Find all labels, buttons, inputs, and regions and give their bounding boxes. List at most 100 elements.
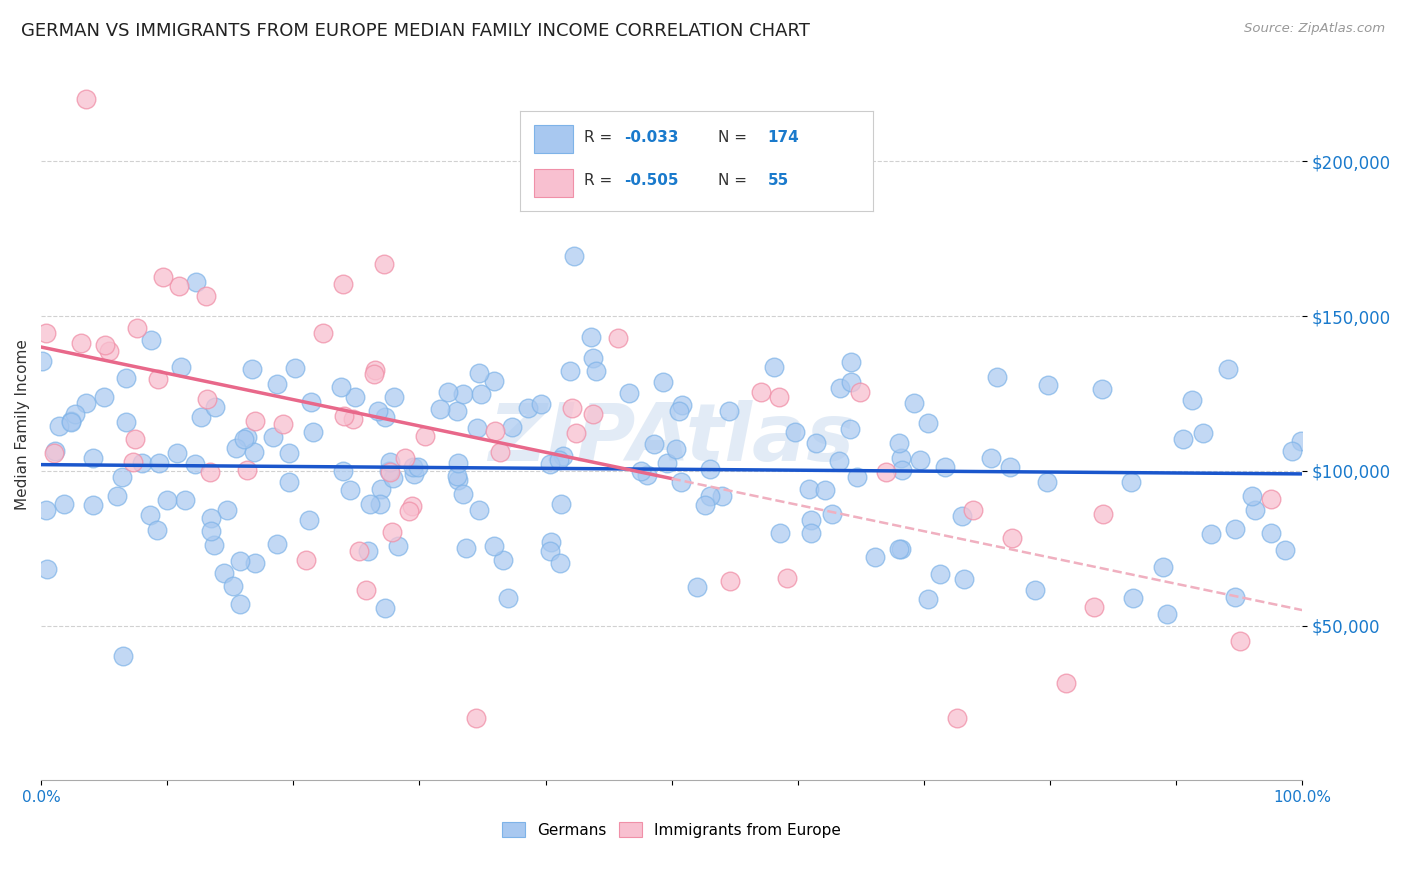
Germans [380, 455, 402, 469]
Germans [65, 408, 87, 422]
Immigrants from Europe [488, 445, 510, 459]
Germans [814, 483, 837, 497]
Germans [284, 360, 307, 375]
Text: ZIPAtlas: ZIPAtlas [488, 400, 855, 477]
Immigrants from Europe [768, 390, 790, 404]
Immigrants from Europe [413, 429, 436, 443]
Immigrants from Europe [312, 326, 335, 341]
Germans [183, 457, 205, 471]
Germans [1260, 525, 1282, 540]
Y-axis label: Median Family Income: Median Family Income [15, 339, 30, 510]
Germans [277, 475, 299, 490]
Germans [998, 460, 1021, 475]
Germans [1036, 475, 1059, 489]
Immigrants from Europe [946, 711, 969, 725]
Germans [890, 450, 912, 465]
Immigrants from Europe [776, 571, 799, 585]
Germans [1152, 560, 1174, 574]
Germans [200, 524, 222, 538]
Immigrants from Europe [167, 279, 190, 293]
Germans [297, 513, 319, 527]
Germans [553, 449, 575, 463]
Germans [903, 396, 925, 410]
Germans [579, 330, 602, 344]
Germans [406, 460, 429, 475]
Germans [540, 534, 562, 549]
Germans [950, 508, 973, 523]
Immigrants from Europe [198, 465, 221, 479]
Germans [277, 445, 299, 459]
Germans [558, 363, 581, 377]
Germans [887, 541, 910, 556]
Immigrants from Europe [243, 414, 266, 428]
Germans [492, 553, 515, 567]
Germans [381, 471, 404, 485]
Immigrants from Europe [582, 408, 605, 422]
Germans [456, 541, 478, 556]
Germans [52, 497, 75, 511]
Germans [1192, 426, 1215, 441]
Germans [538, 457, 561, 471]
Germans [240, 362, 263, 376]
Germans [1244, 503, 1267, 517]
Immigrants from Europe [35, 326, 58, 341]
Germans [465, 420, 488, 434]
Germans [330, 380, 353, 394]
Germans [446, 468, 468, 483]
Immigrants from Europe [381, 524, 404, 539]
Germans [1223, 591, 1246, 605]
Immigrants from Europe [194, 289, 217, 303]
Germans [934, 460, 956, 475]
Germans [217, 503, 239, 517]
Germans [585, 364, 607, 378]
Germans [451, 387, 474, 401]
Germans [890, 541, 912, 556]
Germans [470, 386, 492, 401]
Germans [630, 464, 652, 478]
Immigrants from Europe [607, 331, 630, 345]
Germans [1216, 362, 1239, 376]
Germans [166, 446, 188, 460]
Germans [75, 395, 97, 409]
Germans [1156, 607, 1178, 621]
Germans [693, 498, 716, 512]
Germans [35, 503, 58, 517]
Immigrants from Europe [363, 362, 385, 376]
Germans [839, 422, 862, 436]
Germans [530, 397, 553, 411]
Immigrants from Europe [1260, 492, 1282, 507]
Immigrants from Europe [333, 409, 356, 423]
Germans [148, 456, 170, 470]
Germans [501, 420, 523, 434]
Germans [562, 249, 585, 263]
Germans [1281, 444, 1303, 458]
Germans [548, 453, 571, 467]
Germans [229, 554, 252, 568]
Immigrants from Europe [373, 257, 395, 271]
Immigrants from Europe [875, 465, 897, 479]
Germans [35, 562, 58, 576]
Germans [378, 464, 401, 478]
Germans [174, 493, 197, 508]
Immigrants from Europe [125, 321, 148, 335]
Germans [204, 401, 226, 415]
Germans [404, 467, 426, 481]
Germans [1121, 475, 1143, 490]
Germans [548, 556, 571, 570]
Germans [1036, 377, 1059, 392]
Germans [821, 508, 844, 522]
Germans [1171, 432, 1194, 446]
Germans [374, 600, 396, 615]
Germans [82, 451, 104, 466]
Immigrants from Europe [464, 711, 486, 725]
Germans [710, 489, 733, 503]
Germans [236, 430, 259, 444]
Germans [498, 591, 520, 605]
Immigrants from Europe [561, 401, 583, 416]
Germans [115, 370, 138, 384]
Germans [368, 496, 391, 510]
Germans [446, 404, 468, 418]
Immigrants from Europe [271, 417, 294, 432]
Immigrants from Europe [1083, 599, 1105, 614]
Germans [804, 436, 827, 450]
